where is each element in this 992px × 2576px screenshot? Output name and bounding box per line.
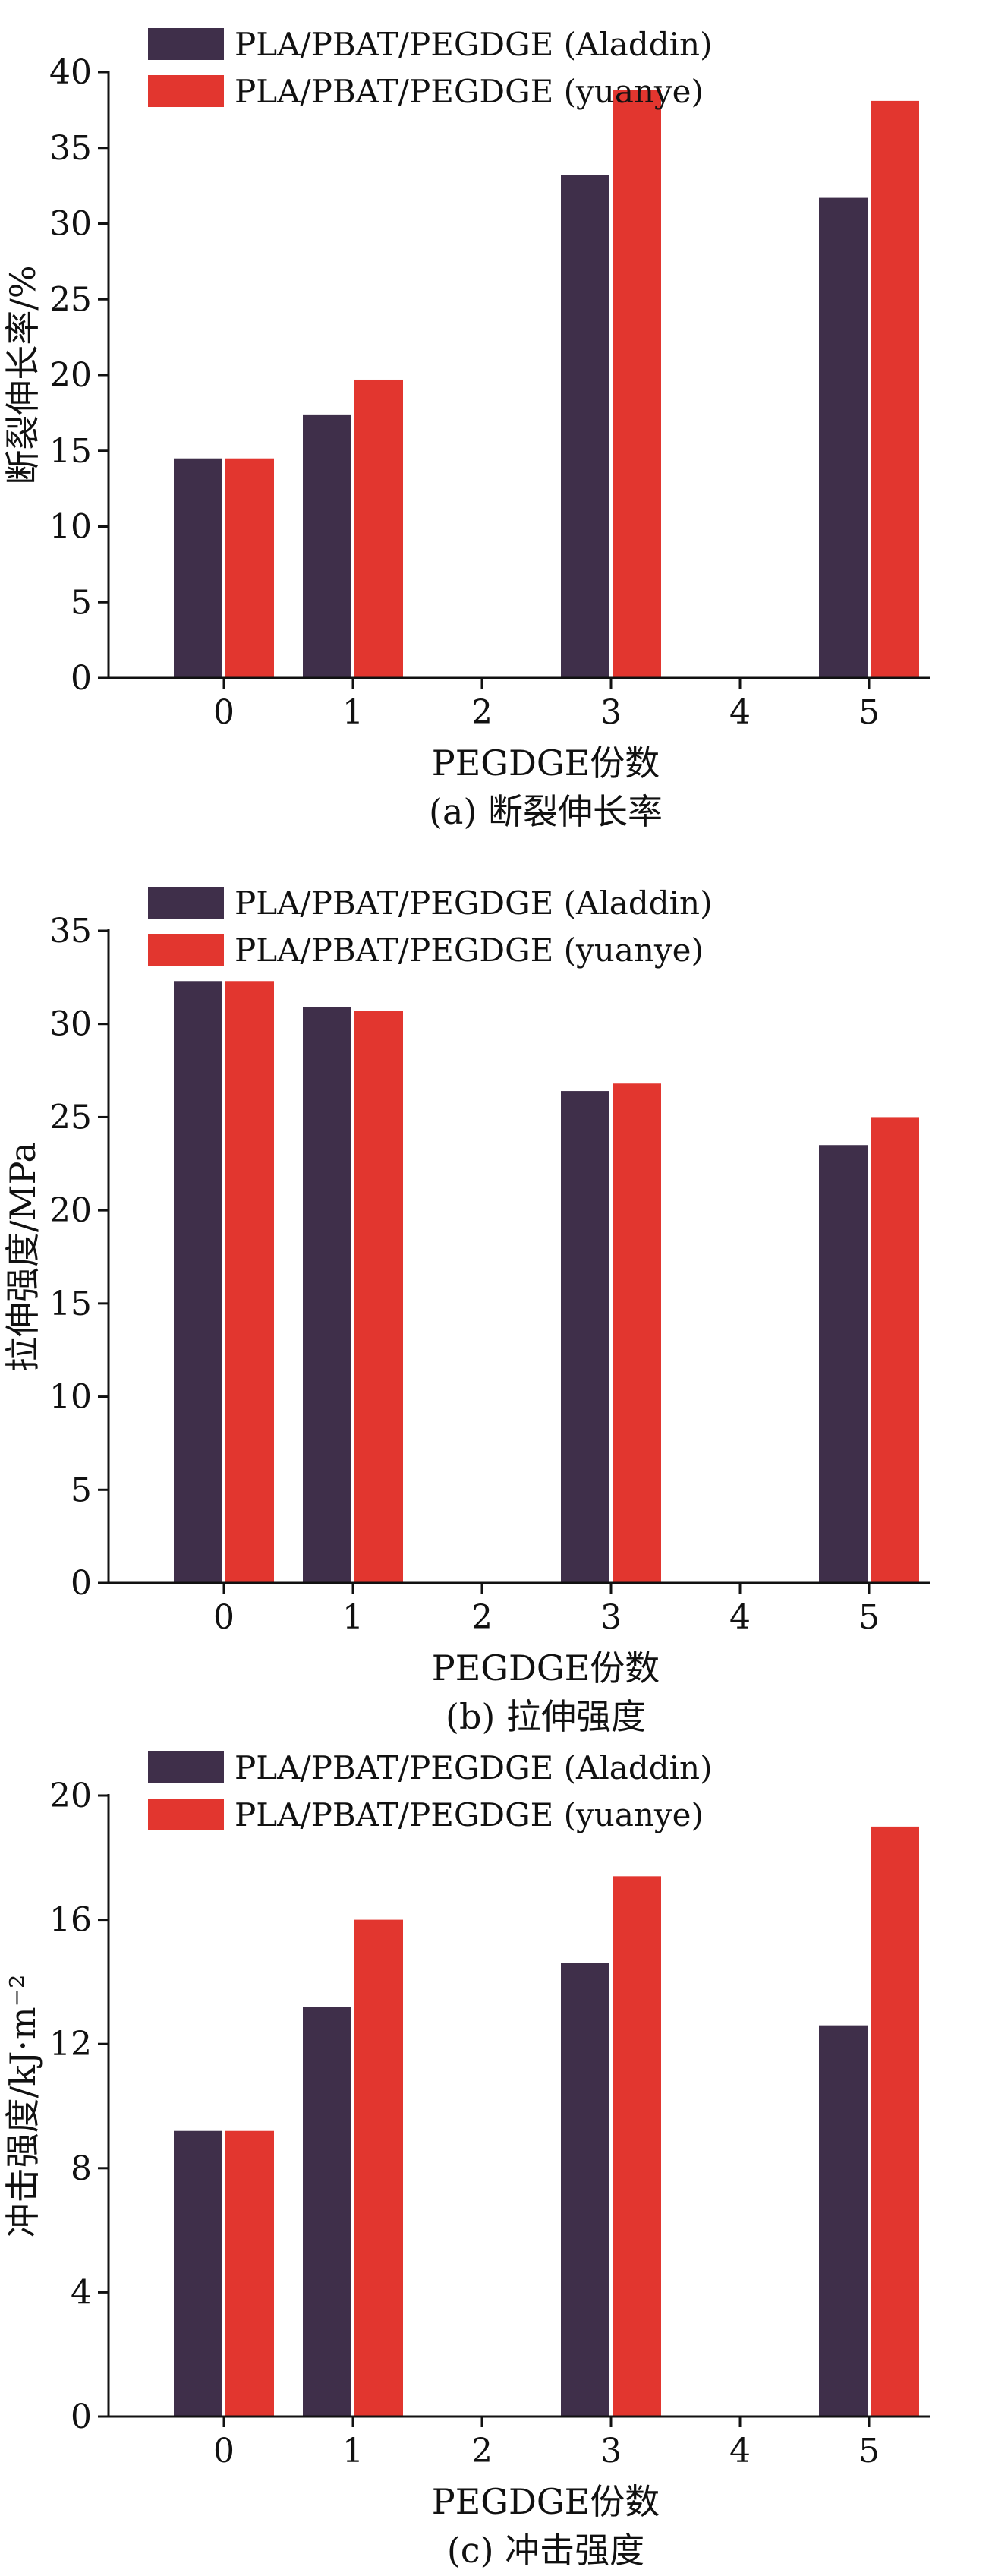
- x-tick-label: 0: [213, 693, 235, 732]
- y-tick-label: 8: [71, 2149, 92, 2188]
- legend-swatch-aladdin: [148, 887, 224, 919]
- y-tick-label: 12: [49, 2025, 92, 2064]
- x-tick-label: 4: [729, 693, 751, 732]
- legend-swatch-aladdin: [148, 1751, 224, 1783]
- x-tick-label: 3: [600, 693, 622, 732]
- y-tick-label: 40: [49, 53, 92, 92]
- legend-swatch-yuanye: [148, 1799, 224, 1830]
- x-tick-label: 1: [342, 2432, 364, 2470]
- y-tick-label: 30: [49, 1005, 92, 1044]
- legend-label: PLA/PBAT/PEGDGE (Aladdin): [235, 26, 713, 63]
- x-tick-label: 2: [471, 693, 493, 732]
- x-tick-label: 3: [600, 2432, 622, 2470]
- bar-yuanye-3: [613, 1083, 661, 1583]
- legend-swatch-yuanye: [148, 75, 224, 107]
- bar-yuanye-1: [354, 1011, 403, 1583]
- bar-yuanye-1: [354, 1919, 403, 2417]
- legend-label: PLA/PBAT/PEGDGE (Aladdin): [235, 1749, 713, 1786]
- bar-aladdin-3: [561, 1963, 609, 2417]
- y-tick-label: 10: [49, 508, 92, 547]
- x-axis-label: PEGDGE份数: [432, 1647, 660, 1688]
- bar-yuanye-3: [613, 1876, 661, 2417]
- legend-swatch-yuanye: [148, 934, 224, 966]
- y-tick-label: 16: [49, 1901, 92, 1940]
- x-tick-label: 5: [858, 2432, 880, 2470]
- bar-yuanye-5: [871, 1826, 919, 2417]
- bar-aladdin-5: [819, 197, 868, 679]
- x-axis-label: PEGDGE份数: [432, 2481, 660, 2522]
- figure-caption: (a) 断裂伸长率: [429, 791, 663, 832]
- legend-label: PLA/PBAT/PEGDGE (Aladdin): [235, 884, 713, 922]
- x-axis-label: PEGDGE份数: [432, 743, 660, 784]
- bar-aladdin-0: [174, 458, 222, 678]
- bar-aladdin-3: [561, 175, 609, 678]
- y-tick-label: 20: [49, 1191, 92, 1230]
- bar-yuanye-0: [225, 458, 274, 678]
- bar-yuanye-0: [225, 981, 274, 1583]
- y-axis-label: 冲击强度/kJ·m⁻²: [2, 1975, 43, 2238]
- bar-aladdin-0: [174, 2130, 222, 2417]
- y-tick-label: 10: [49, 1378, 92, 1417]
- y-tick-label: 4: [71, 2273, 92, 2312]
- bar-aladdin-1: [303, 414, 351, 678]
- x-tick-label: 4: [729, 1598, 751, 1637]
- bar-aladdin-0: [174, 981, 222, 1583]
- y-tick-label: 15: [49, 1285, 92, 1323]
- y-tick-label: 25: [49, 280, 92, 319]
- x-tick-label: 5: [858, 693, 880, 732]
- bar-yuanye-5: [871, 100, 919, 678]
- figure-caption: (c) 冲击强度: [447, 2530, 644, 2571]
- bar-yuanye-0: [225, 2130, 274, 2417]
- bar-yuanye-1: [354, 379, 403, 678]
- x-tick-label: 0: [213, 1598, 235, 1637]
- y-tick-label: 5: [71, 583, 92, 622]
- bar-aladdin-1: [303, 1007, 351, 1583]
- y-tick-label: 35: [49, 912, 92, 951]
- y-tick-label: 20: [49, 356, 92, 395]
- x-tick-label: 2: [471, 2432, 493, 2470]
- bar-yuanye-5: [871, 1117, 919, 1583]
- figure-caption: (b) 拉伸强度: [446, 1696, 646, 1737]
- y-axis-label: 断裂伸长率/%: [2, 265, 43, 484]
- y-axis-label: 拉伸强度/MPa: [2, 1142, 43, 1372]
- y-tick-label: 20: [49, 1777, 92, 1815]
- bar-aladdin-5: [819, 2025, 868, 2417]
- chart-panel-2: 0 5 10 15 20 25 30 35 0 1 2 3 4 5 PEGDGE份数 (b) 拉伸强度 拉伸强度…: [2, 884, 930, 1737]
- x-tick-label: 4: [729, 2432, 751, 2470]
- bar-yuanye-3: [613, 90, 661, 678]
- x-tick-label: 1: [342, 1598, 364, 1637]
- legend-label: PLA/PBAT/PEGDGE (yuanye): [235, 73, 704, 110]
- legend-swatch-aladdin: [148, 28, 224, 60]
- x-tick-label: 2: [471, 1598, 493, 1637]
- bar-aladdin-1: [303, 2007, 351, 2417]
- y-tick-label: 0: [71, 2398, 92, 2436]
- y-tick-label: 15: [49, 432, 92, 471]
- y-tick-label: 0: [71, 1564, 92, 1603]
- bar-aladdin-3: [561, 1091, 609, 1583]
- y-tick-label: 25: [49, 1098, 92, 1137]
- x-tick-label: 0: [213, 2432, 235, 2470]
- y-tick-label: 35: [49, 129, 92, 168]
- legend-label: PLA/PBAT/PEGDGE (yuanye): [235, 1796, 704, 1833]
- chart-panel-1: 0 5 10 15 20 25 30 35 40 0 1 2 3 4 5 PEGDGE份数 (a) 断裂伸长率 断…: [2, 26, 930, 832]
- y-tick-label: 5: [71, 1471, 92, 1509]
- y-tick-label: 0: [71, 659, 92, 698]
- x-tick-label: 3: [600, 1598, 622, 1637]
- x-tick-label: 5: [858, 1598, 880, 1637]
- y-tick-label: 30: [49, 205, 92, 244]
- bar-aladdin-5: [819, 1145, 868, 1583]
- x-tick-label: 1: [342, 693, 364, 732]
- legend-label: PLA/PBAT/PEGDGE (yuanye): [235, 932, 704, 969]
